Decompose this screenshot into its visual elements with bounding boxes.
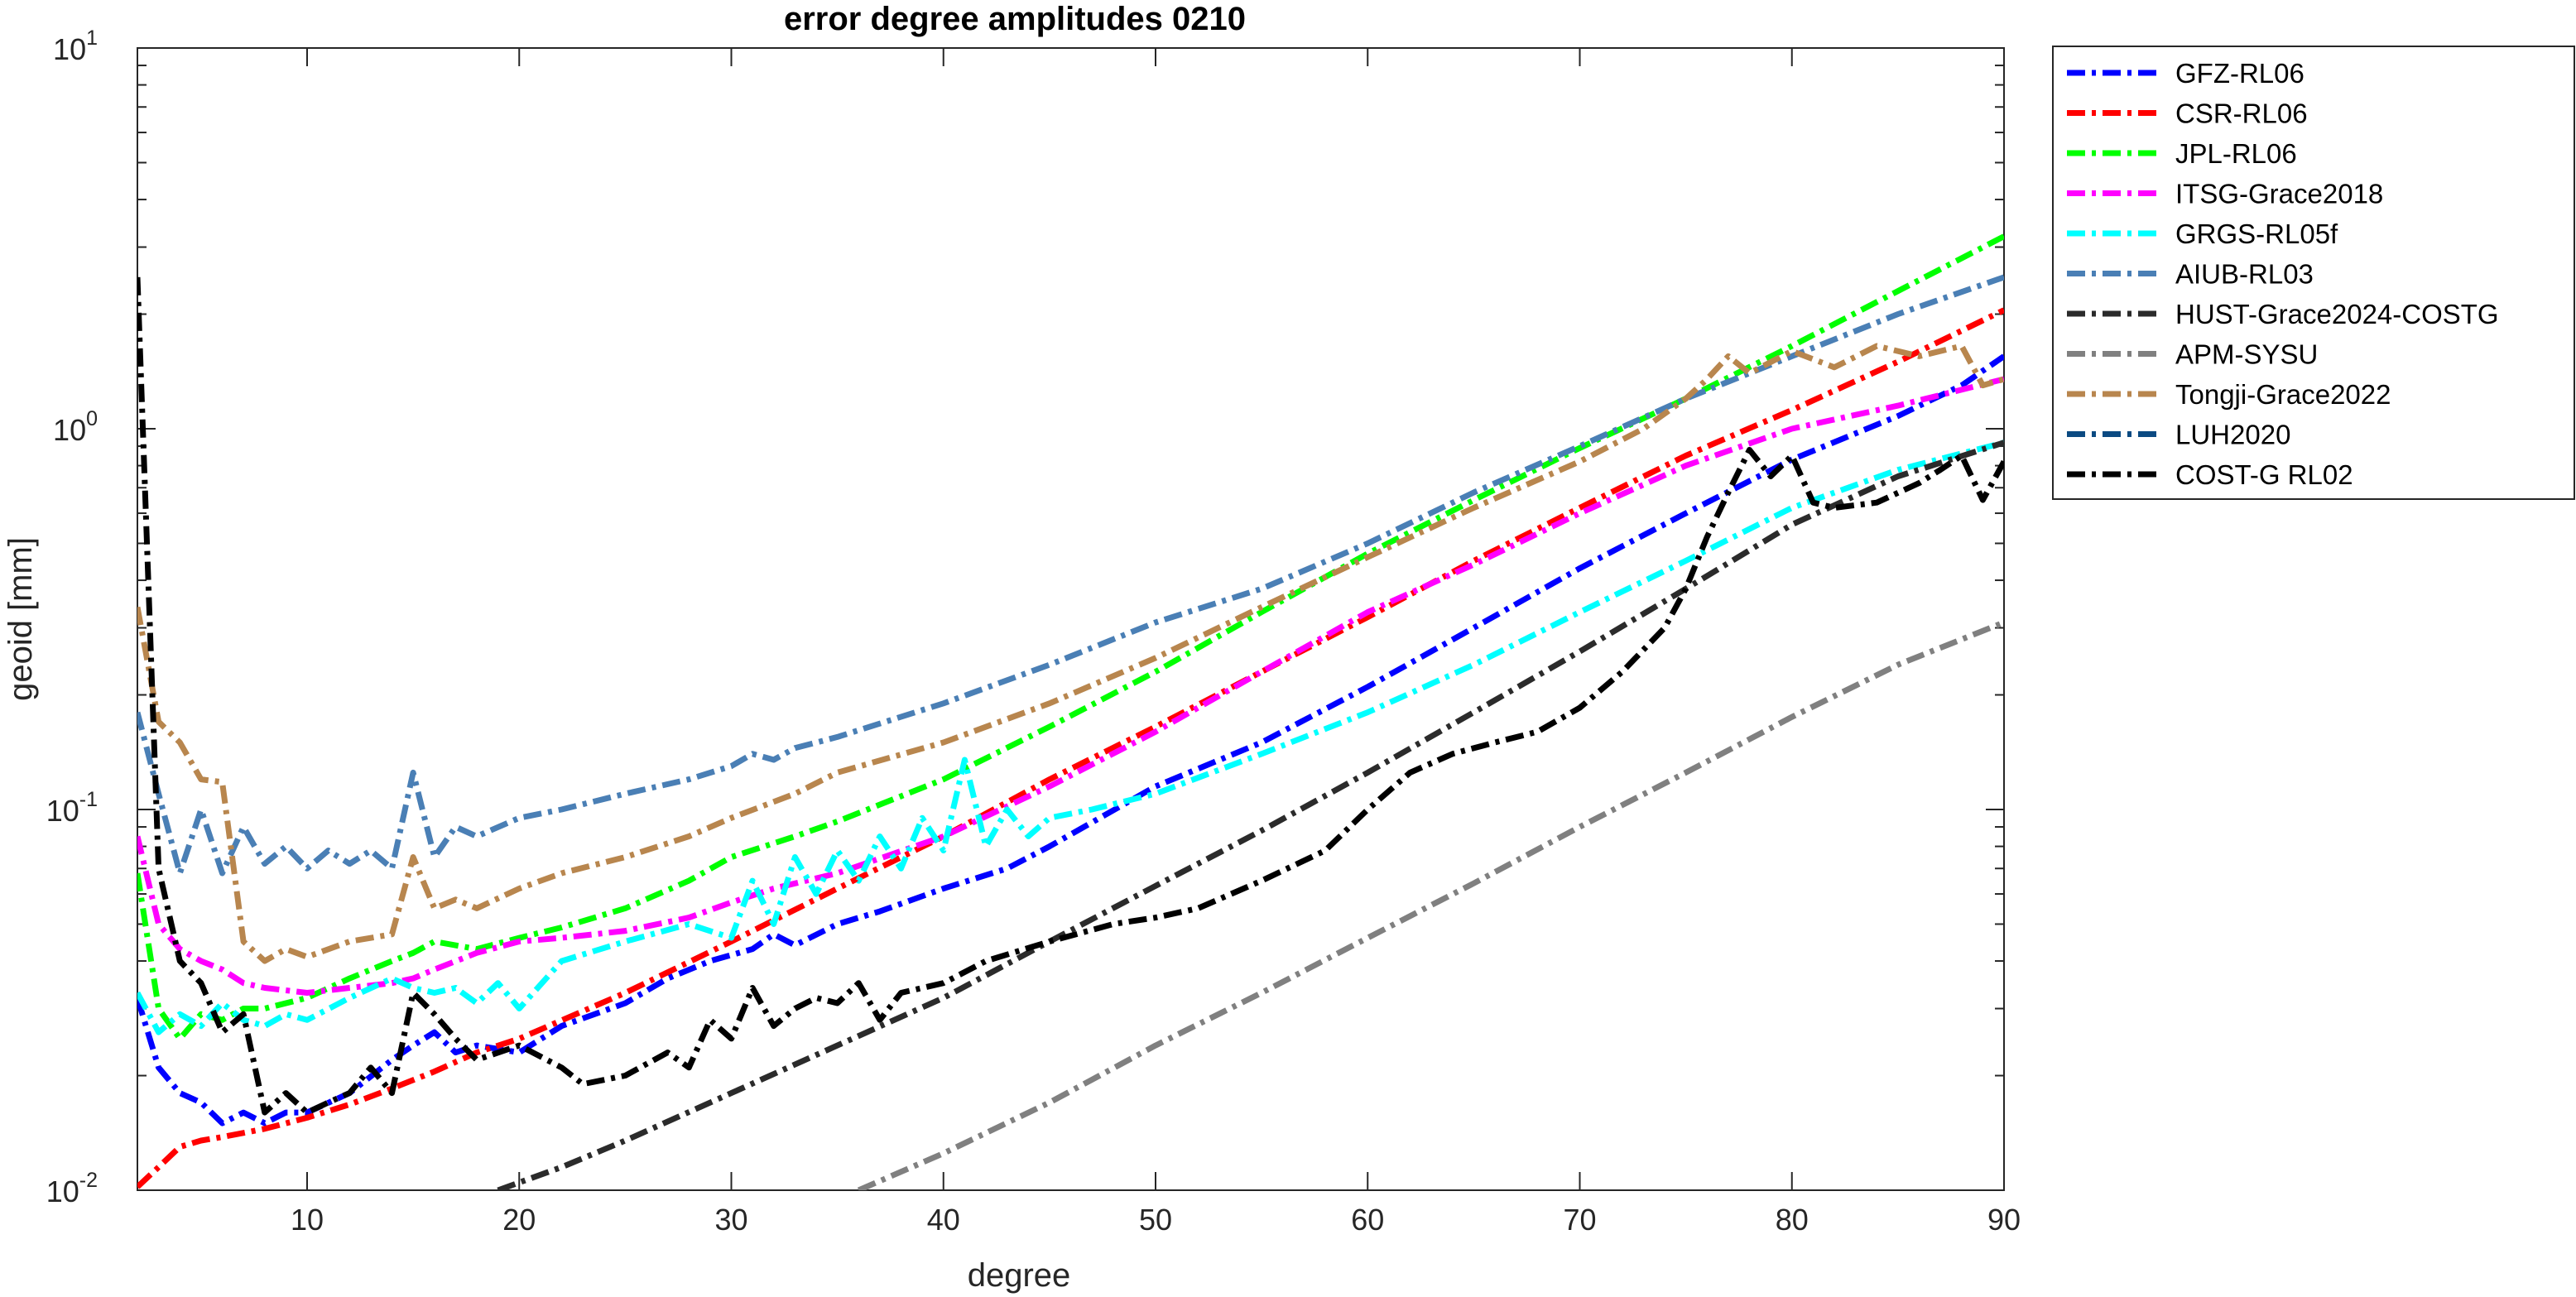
x-tick-label: 70 bbox=[1563, 1203, 1596, 1237]
x-tick-label: 40 bbox=[927, 1203, 960, 1237]
legend-label: AIUB-RL03 bbox=[2175, 259, 2314, 290]
legend-label: GFZ-RL06 bbox=[2175, 58, 2304, 89]
series-line-cost-g-rl02 bbox=[137, 276, 2004, 1116]
legend-label: ITSG-Grace2018 bbox=[2175, 179, 2383, 209]
series-line-aiub-rl03 bbox=[137, 274, 2004, 877]
legend-label: GRGS-RL05f bbox=[2175, 219, 2338, 249]
x-tick-label: 10 bbox=[291, 1203, 324, 1237]
series-line-apm-sysu bbox=[857, 619, 2004, 1190]
series-line-grgs-rl05f bbox=[137, 440, 2004, 1035]
x-tick-label: 20 bbox=[502, 1203, 536, 1237]
x-tick-label: 50 bbox=[1139, 1203, 1172, 1237]
legend-label: LUH2020 bbox=[2175, 420, 2290, 450]
x-axis-label: degree bbox=[968, 1257, 1071, 1294]
y-tick-label: 100 bbox=[53, 407, 98, 447]
series-line-jpl-rl06 bbox=[137, 233, 2004, 1042]
y-tick-exponent: 0 bbox=[86, 407, 98, 430]
series-group bbox=[137, 233, 2004, 1190]
y-tick-base: 10 bbox=[53, 413, 86, 447]
legend-label: APM-SYSU bbox=[2175, 339, 2318, 370]
y-tick-label: 10-2 bbox=[46, 1169, 98, 1208]
legend-label: HUST-Grace2024-COSTG bbox=[2175, 299, 2499, 329]
series-line-itsg-grace2018 bbox=[137, 376, 2004, 996]
y-tick-base: 10 bbox=[46, 1175, 79, 1208]
x-tick-label: 60 bbox=[1351, 1203, 1384, 1237]
chart-title: error degree amplitudes 0210 bbox=[784, 1, 1246, 37]
y-axis-label: geoid [mm] bbox=[2, 537, 39, 701]
y-tick-exponent: -1 bbox=[79, 788, 98, 811]
plot-frame bbox=[137, 47, 2005, 1191]
legend-label: CSR-RL06 bbox=[2175, 98, 2308, 129]
legend: GFZ-RL06 CSR-RL06 JPL-RL06 ITSG-Grace2018 GR… bbox=[2052, 46, 2575, 500]
y-tick-exponent: -2 bbox=[79, 1169, 98, 1192]
y-tick-exponent: 1 bbox=[86, 26, 98, 50]
data-series bbox=[137, 233, 2004, 1190]
x-tick-label: 30 bbox=[714, 1203, 747, 1237]
y-tick-label: 10-1 bbox=[46, 788, 98, 828]
y-tick-label: 101 bbox=[53, 26, 98, 66]
y-tick-base: 10 bbox=[46, 794, 79, 828]
legend-label: Tongji-Grace2022 bbox=[2175, 379, 2391, 410]
series-line-hust-grace2024-costg bbox=[497, 440, 2004, 1190]
legend-label: JPL-RL06 bbox=[2175, 138, 2297, 169]
series-line-csr-rl06 bbox=[137, 307, 2004, 1189]
legend-label: COST-G RL02 bbox=[2175, 459, 2353, 490]
x-tick-label: 80 bbox=[1776, 1203, 1809, 1237]
y-tick-base: 10 bbox=[53, 32, 86, 66]
series-line-gfz-rl06 bbox=[137, 353, 2004, 1126]
x-tick-label: 90 bbox=[1987, 1203, 2021, 1237]
